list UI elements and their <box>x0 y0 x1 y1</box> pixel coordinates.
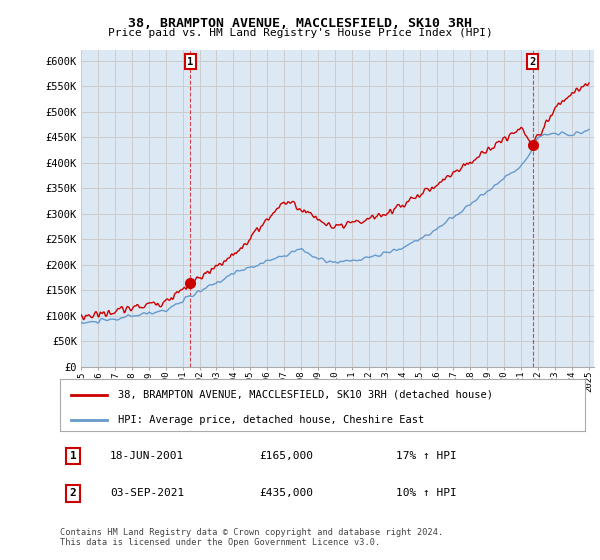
Text: £435,000: £435,000 <box>260 488 314 498</box>
Text: 2: 2 <box>529 57 536 67</box>
Text: HPI: Average price, detached house, Cheshire East: HPI: Average price, detached house, Ches… <box>118 415 424 424</box>
Text: 38, BRAMPTON AVENUE, MACCLESFIELD, SK10 3RH: 38, BRAMPTON AVENUE, MACCLESFIELD, SK10 … <box>128 17 472 30</box>
Text: 38, BRAMPTON AVENUE, MACCLESFIELD, SK10 3RH (detached house): 38, BRAMPTON AVENUE, MACCLESFIELD, SK10 … <box>118 390 493 400</box>
Text: 10% ↑ HPI: 10% ↑ HPI <box>396 488 457 498</box>
Text: 17% ↑ HPI: 17% ↑ HPI <box>396 451 457 461</box>
Text: Price paid vs. HM Land Registry's House Price Index (HPI): Price paid vs. HM Land Registry's House … <box>107 28 493 38</box>
Text: £165,000: £165,000 <box>260 451 314 461</box>
Text: Contains HM Land Registry data © Crown copyright and database right 2024.
This d: Contains HM Land Registry data © Crown c… <box>60 528 443 547</box>
Text: 2: 2 <box>70 488 77 498</box>
Text: 03-SEP-2021: 03-SEP-2021 <box>110 488 184 498</box>
Text: 1: 1 <box>187 57 193 67</box>
Text: 18-JUN-2001: 18-JUN-2001 <box>110 451 184 461</box>
Text: 1: 1 <box>70 451 77 461</box>
